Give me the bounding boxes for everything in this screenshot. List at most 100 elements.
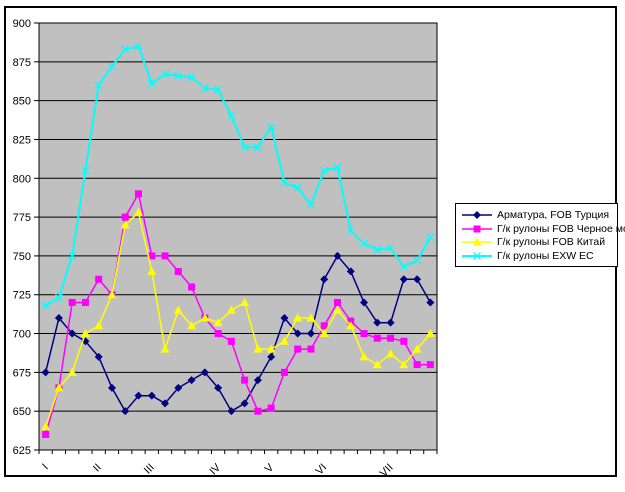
diamond-marker-icon xyxy=(94,352,103,361)
diamond-marker-icon xyxy=(426,298,435,307)
triangle-marker-icon xyxy=(134,207,143,216)
square-marker-icon xyxy=(360,330,368,338)
x-marker-icon xyxy=(41,301,50,310)
diamond-marker-icon xyxy=(54,314,63,323)
x-marker-icon xyxy=(360,239,369,248)
x-marker-icon xyxy=(280,178,289,187)
legend: Арматура, FOB Турция Г/к рулоны FOB Черн… xyxy=(455,203,625,267)
diamond-marker-icon xyxy=(200,368,209,377)
square-marker-icon xyxy=(227,337,235,345)
x-marker-icon xyxy=(68,251,77,260)
x-marker-icon xyxy=(107,62,116,71)
triangle-marker-icon xyxy=(200,313,210,322)
triangle-marker-icon xyxy=(306,313,316,322)
square-marker-icon xyxy=(42,430,50,438)
legend-item[interactable]: Г/к рулоны EXW ЕС xyxy=(462,250,613,262)
x-marker-icon xyxy=(227,112,236,121)
x-marker-icon xyxy=(187,73,196,82)
y-axis-label: 650 xyxy=(13,406,31,418)
y-axis-label: 900 xyxy=(13,18,31,30)
x-marker-icon xyxy=(134,42,143,51)
x-axis-label: V xyxy=(263,461,277,475)
legend-label: Г/к рулоны FOB Черное море xyxy=(497,222,625,235)
x-marker-icon xyxy=(413,256,422,265)
triangle-marker-icon xyxy=(80,329,90,338)
y-axis-label: 750 xyxy=(13,251,31,263)
x-marker-icon xyxy=(214,85,223,94)
square-marker-icon xyxy=(400,337,408,345)
triangle-marker-icon xyxy=(41,422,51,431)
x-marker-icon xyxy=(293,183,302,192)
square-marker-icon xyxy=(426,361,434,369)
triangle-marker-icon xyxy=(346,321,356,330)
square-marker-icon xyxy=(161,252,169,260)
x-marker-icon xyxy=(320,166,329,175)
square-marker-icon xyxy=(81,298,89,306)
diamond-marker-icon xyxy=(293,329,302,338)
diamond-marker-icon xyxy=(360,298,369,307)
diamond-marker-icon xyxy=(306,329,315,338)
x-marker-icon xyxy=(386,244,395,253)
y-axis-label: 800 xyxy=(13,173,31,185)
x-marker-icon xyxy=(147,79,156,88)
square-marker-icon xyxy=(188,283,196,291)
diamond-marker-icon xyxy=(121,407,130,416)
legend-item[interactable]: Г/к рулоны FOB Черное море xyxy=(462,223,625,235)
diamond-marker-icon xyxy=(280,314,289,323)
diamond-marker-icon xyxy=(161,399,170,408)
square-marker-icon xyxy=(214,330,222,338)
triangle-marker-icon xyxy=(160,344,170,353)
y-axis-label: 825 xyxy=(13,134,31,146)
diamond-marker-icon xyxy=(473,211,481,219)
diamond-marker-icon xyxy=(253,376,262,385)
x-axis-label: VI xyxy=(314,462,330,478)
x-marker-icon xyxy=(121,45,130,54)
diamond-marker-icon xyxy=(462,211,492,219)
square-marker-icon xyxy=(373,334,381,342)
y-axis-label: 850 xyxy=(13,96,31,108)
triangle-marker-icon xyxy=(425,329,435,338)
diamond-marker-icon xyxy=(373,318,382,327)
square-marker-icon xyxy=(241,376,249,384)
legend-label: Г/к рулоны FOB Китай xyxy=(497,236,606,249)
square-marker-icon xyxy=(121,213,129,221)
diamond-marker-icon xyxy=(214,383,223,392)
square-marker-icon xyxy=(148,252,156,260)
square-marker-icon xyxy=(462,225,492,233)
square-marker-icon xyxy=(473,225,481,233)
x-marker-icon xyxy=(462,251,492,260)
diamond-marker-icon xyxy=(107,383,116,392)
triangle-marker-icon xyxy=(399,360,409,369)
x-marker-icon xyxy=(346,227,355,236)
diamond-marker-icon xyxy=(240,399,249,408)
triangle-marker-icon xyxy=(462,237,492,246)
x-marker-icon xyxy=(473,251,481,260)
triangle-marker-icon xyxy=(173,305,183,314)
triangle-marker-icon xyxy=(226,305,236,314)
diamond-marker-icon xyxy=(187,376,196,385)
triangle-marker-icon xyxy=(372,360,382,369)
plot-area xyxy=(38,22,438,451)
x-axis-label: I xyxy=(40,462,51,473)
legend-item[interactable]: Г/к рулоны FOB Китай xyxy=(462,236,613,248)
legend-item[interactable]: Арматура, FOB Турция xyxy=(462,209,613,221)
x-marker-icon xyxy=(174,71,183,80)
square-marker-icon xyxy=(95,275,103,283)
x-marker-icon xyxy=(333,163,342,172)
square-marker-icon xyxy=(267,404,275,412)
x-axis-label: II xyxy=(91,462,104,475)
triangle-marker-icon xyxy=(266,344,276,353)
x-marker-icon xyxy=(426,233,435,242)
x-marker-icon xyxy=(267,123,276,132)
triangle-marker-icon xyxy=(213,318,223,327)
square-marker-icon xyxy=(174,267,182,275)
triangle-marker-icon xyxy=(147,266,157,275)
triangle-marker-icon xyxy=(67,367,77,376)
x-axis-label: III xyxy=(142,462,157,477)
triangle-marker-icon xyxy=(120,220,130,229)
x-axis-label: IV xyxy=(207,461,223,477)
triangle-marker-icon xyxy=(333,305,342,314)
diamond-marker-icon xyxy=(147,391,156,400)
y-axis-label: 875 xyxy=(13,57,31,69)
